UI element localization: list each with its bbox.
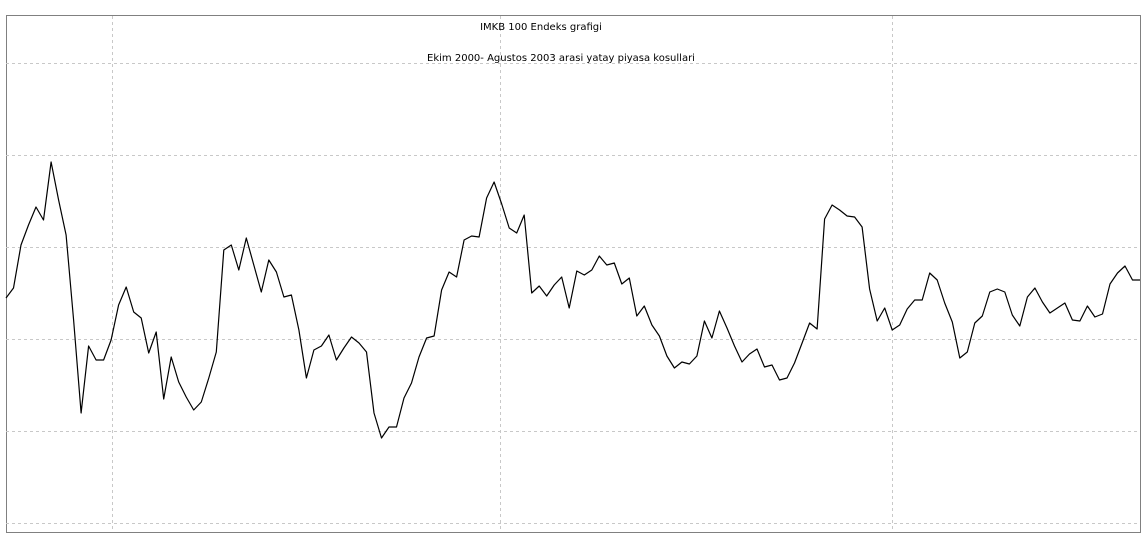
chart-subtitle: Ekim 2000- Agustos 2003 arasi yatay piya…: [427, 53, 695, 64]
chart-title: IMKB 100 Endeks grafigi: [480, 22, 602, 33]
plot-frame: [6, 15, 1141, 533]
series-line: [5, 161, 1140, 439]
